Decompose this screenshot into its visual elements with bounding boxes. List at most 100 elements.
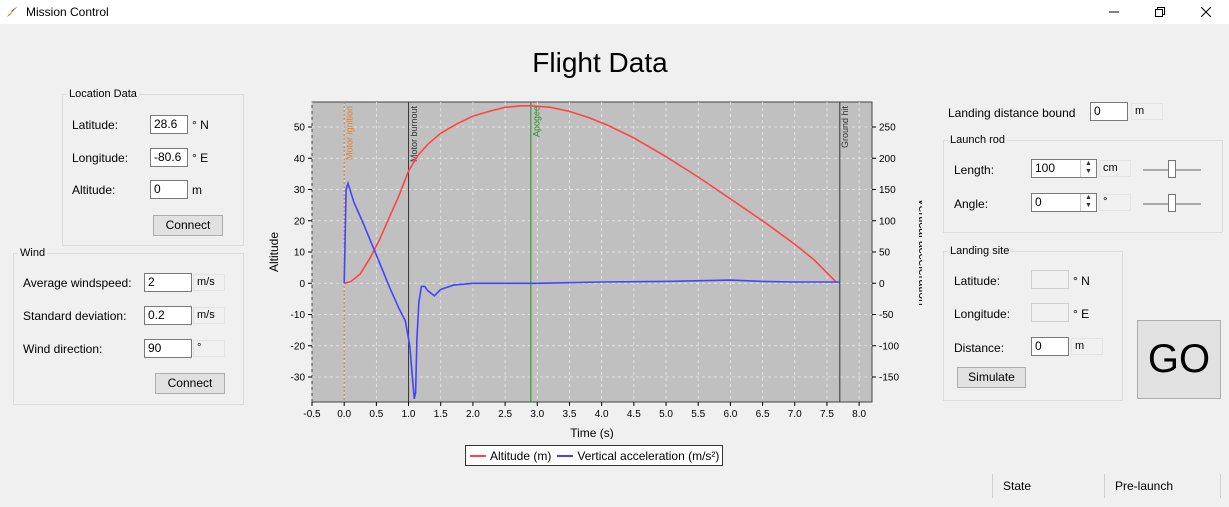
x-tick-label: 7.5 [820,409,834,420]
latitude-label: Latitude: [72,118,119,132]
slider-thumb[interactable] [1168,194,1176,212]
y2-tick-label: 100 [879,216,896,227]
status-bar: State Pre-launch [992,474,1229,498]
y-tick-label: -30 [291,373,306,384]
std-deviation-unit: m/s [193,307,225,324]
event-label: Apogee [531,106,541,137]
site-distance-field[interactable]: 0 [1031,337,1069,356]
x-tick-label: 1.5 [434,409,448,420]
restore-icon [1155,7,1165,17]
rod-length-unit: cm [1099,160,1131,177]
location-data-group: Location Data [62,88,244,246]
x-tick-label: 8.0 [852,409,866,420]
spin-up-icon[interactable]: ▲ [1085,194,1092,201]
acceleration-legend-label: Vertical acceleration (m/s²) [577,448,720,463]
y2-tick-label: 200 [879,154,896,165]
title-bar: Mission Control [0,0,1229,24]
close-icon [1201,7,1211,17]
altitude-unit: m [192,183,202,197]
event-label: Motor ignition [345,106,355,160]
landing-distance-bound-label: Landing distance bound [948,106,1076,120]
wind-group: Wind [13,247,244,405]
wind-direction-label: Wind direction: [23,342,103,356]
latitude-unit: ° N [192,118,209,132]
rod-angle-value: 0 [1035,195,1042,209]
slider-thumb[interactable] [1168,160,1176,178]
x-tick-label: 7.0 [788,409,802,420]
altitude-label: Altitude: [72,183,116,197]
y2-tick-label: 250 [879,123,896,134]
x-tick-label: 2.5 [498,409,512,420]
avg-windspeed-field[interactable]: 2 [144,273,192,292]
rod-angle-spinbox[interactable]: 0 ▲ ▼ [1031,193,1097,212]
rod-angle-arrows[interactable]: ▲ ▼ [1080,194,1096,211]
rod-angle-slider[interactable] [1143,193,1201,213]
longitude-field[interactable]: -80.6 [150,148,188,167]
x-tick-label: 0.0 [337,409,351,420]
wind-direction-field[interactable]: 90 [144,339,192,358]
rod-length-label: Length: [954,163,995,177]
rod-angle-unit: ° [1099,194,1131,211]
x-tick-label: 6.5 [756,409,770,420]
event-label: Motor burnout [409,106,419,163]
location-connect-button[interactable]: Connect [153,215,223,236]
y2-tick-label: 50 [879,248,891,259]
y2-axis-label: Vertical acceleration [916,198,922,305]
spin-down-icon[interactable]: ▼ [1085,202,1092,209]
wind-direction-unit: ° [193,340,225,357]
x-tick-label: 4.0 [595,409,609,420]
rod-length-arrows[interactable]: ▲ ▼ [1080,160,1096,177]
rocket-icon [7,6,18,17]
site-distance-unit: m [1071,338,1103,355]
std-deviation-field[interactable]: 0.2 [144,306,192,325]
std-deviation-label: Standard deviation: [23,309,127,323]
status-value: Pre-launch [1115,479,1174,493]
x-tick-label: 4.5 [627,409,641,420]
close-button[interactable] [1183,0,1229,24]
site-distance-label: Distance: [954,341,1005,355]
series-line [343,180,840,400]
spin-down-icon[interactable]: ▼ [1085,168,1092,175]
x-tick-label: 5.0 [659,409,673,420]
y2-tick-label: -100 [879,341,899,352]
y2-tick-label: -150 [879,373,899,384]
avg-windspeed-unit: m/s [193,274,225,291]
y2-tick-label: 0 [879,279,885,290]
x-axis-label: Time (s) [570,426,614,439]
x-tick-label: 0.5 [369,409,383,420]
rod-length-slider[interactable] [1143,159,1201,179]
y-tick-label: 30 [294,185,306,196]
y-tick-label: -10 [291,310,306,321]
launch-rod-group: Launch rod [943,134,1223,233]
series-line [344,105,838,285]
x-tick-label: 1.0 [402,409,416,420]
chart-legend: Altitude (m) Vertical acceleration (m/s²… [465,445,723,466]
latitude-field[interactable]: 28.6 [150,115,188,134]
landing-distance-bound-field[interactable]: 0 [1090,102,1128,121]
acceleration-legend-swatch [557,454,574,457]
altitude-field[interactable]: 0 [150,180,188,199]
x-tick-label: 6.0 [723,409,737,420]
simulate-button[interactable]: Simulate [957,367,1026,388]
y-tick-label: 50 [294,123,306,134]
launch-rod-legend: Launch rod [950,134,1006,146]
landing-site-legend: Landing site [950,245,1010,257]
spin-up-icon[interactable]: ▲ [1085,160,1092,167]
x-tick-label: -0.5 [303,409,321,420]
minimize-button[interactable] [1091,0,1137,24]
y2-tick-label: -50 [879,310,894,321]
status-divider [1220,474,1221,498]
maximize-button[interactable] [1137,0,1183,24]
y-tick-label: 20 [294,216,306,227]
site-longitude-field [1031,303,1069,322]
chart-svg: -0.5 0.0 0.5 1.0 1.5 2.0 2.5 3.0 3.5 4.0 4.5 5.0 5.5… [267,101,930,440]
flight-data-chart: -0.5 0.0 0.5 1.0 1.5 2.0 2.5 3.0 3.5 4.0 4.5 5.0 5.5… [262,94,930,474]
minimize-icon [1109,11,1119,13]
site-longitude-unit: ° E [1073,307,1090,321]
site-longitude-label: Longitude: [954,307,1011,321]
rod-length-spinbox[interactable]: 100 ▲ ▼ [1031,159,1097,178]
go-button[interactable]: GO [1137,320,1221,399]
window-title: Mission Control [26,5,109,19]
wind-connect-button[interactable]: Connect [155,373,225,394]
longitude-label: Longitude: [72,151,129,165]
